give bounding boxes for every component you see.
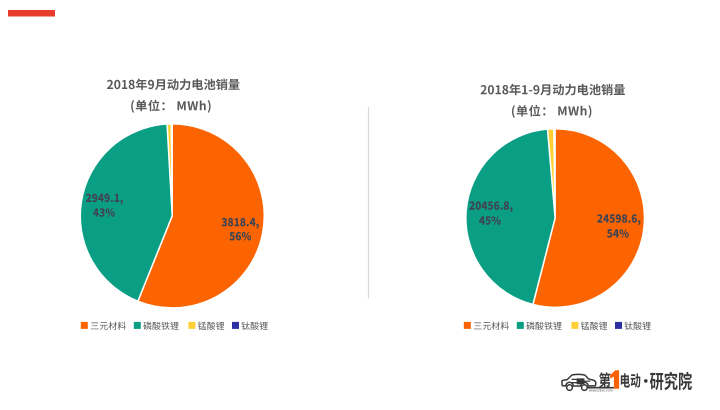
svg-text:www.d1ev.com: www.d1ev.com — [589, 388, 613, 392]
